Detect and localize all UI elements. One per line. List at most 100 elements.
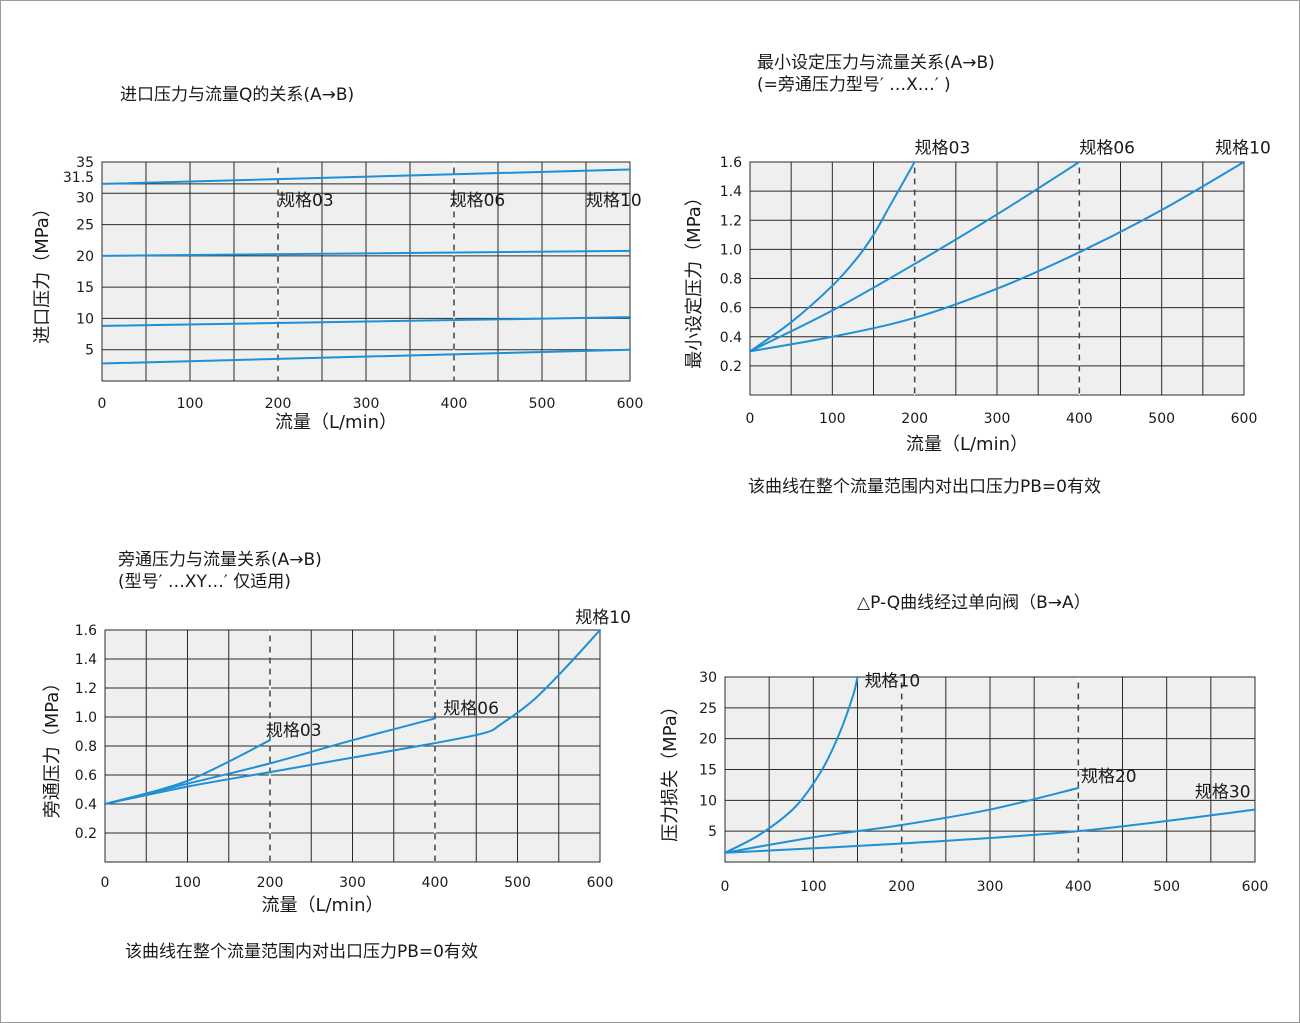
- series-label: 规格06: [450, 191, 506, 211]
- chart-c4: △P-Q曲线经过单向阀（B→A） 0 100 200 300 400 500 600 5 10 15…: [660, 593, 1268, 895]
- series-line-3: [104, 629, 601, 805]
- x-axis-label: 流量（L/min）: [906, 434, 1028, 455]
- y-tick-label: 0.4: [75, 797, 97, 813]
- series-label: 规格03: [266, 721, 322, 741]
- y-tick-label: 35: [76, 155, 94, 171]
- x-axis-label: 流量（L/min）: [261, 895, 383, 916]
- x-tick-label: 400: [1066, 411, 1093, 427]
- x-tick-label: 0: [721, 879, 730, 895]
- chart-title: (型号′ …XY…′ 仅适用): [118, 572, 291, 592]
- series-line-1: [724, 676, 859, 854]
- chart-c3: 旁通压力与流量关系(A→B)(型号′ …XY…′ 仅适用) 0 100 200 300 4…: [42, 550, 631, 962]
- x-tick-label: 100: [174, 875, 201, 891]
- y-tick-label: 31.5: [63, 170, 94, 186]
- x-tick-label: 100: [819, 411, 846, 427]
- x-tick-label: 0: [98, 396, 107, 412]
- x-tick-label: 300: [977, 879, 1004, 895]
- series-line-2: [104, 717, 436, 805]
- x-tick-label: 600: [1231, 411, 1258, 427]
- y-tick-label: 1.2: [75, 681, 97, 697]
- x-tick-label: 300: [339, 875, 366, 891]
- chart-c2: 最小设定压力与流量关系(A→B)(=旁通压力型号′ …X…′ ) 0 100 200 3…: [684, 53, 1271, 497]
- y-axis-label: 进口压力（MPa）: [32, 199, 53, 344]
- y-tick-label: 15: [699, 763, 717, 779]
- x-tick-label: 200: [901, 411, 928, 427]
- y-tick-label: 0.6: [75, 768, 97, 784]
- x-tick-label: 500: [529, 396, 556, 412]
- x-tick-label: 200: [265, 396, 292, 412]
- y-tick-label: 15: [76, 280, 94, 296]
- y-tick-label: 10: [699, 793, 717, 809]
- series-line-1: [101, 348, 631, 365]
- y-tick-label: 30: [699, 670, 717, 686]
- series-label: 规格10: [586, 191, 642, 211]
- series-line-1: [749, 161, 916, 353]
- chart-note: 该曲线在整个流量范围内对出口压力PB=0有效: [125, 942, 478, 962]
- series-line-2: [101, 316, 631, 327]
- y-tick-label: 30: [76, 190, 94, 206]
- series-line-4: [101, 168, 631, 185]
- x-tick-label: 400: [1065, 879, 1092, 895]
- x-tick-label: 200: [888, 879, 915, 895]
- series-label: 规格20: [1081, 767, 1137, 787]
- chart-c1: 进口压力与流量Q的关系(A→B) 0 100 200 300 400 500 600 5 10 15…: [32, 85, 643, 433]
- y-tick-label: 1.0: [720, 242, 742, 258]
- series-label: 规格06: [443, 699, 499, 719]
- y-tick-label: 20: [76, 249, 94, 265]
- series-label: 规格10: [1215, 138, 1271, 158]
- y-tick-label: 1.2: [720, 213, 742, 229]
- x-tick-label: 0: [101, 875, 110, 891]
- x-tick-label: 200: [257, 875, 284, 891]
- x-tick-label: 500: [1148, 411, 1175, 427]
- series-line-3: [101, 249, 631, 257]
- series-label: 规格10: [575, 608, 631, 628]
- y-tick-label: 0.6: [720, 301, 742, 317]
- y-axis-label: 旁通压力（MPa）: [42, 674, 63, 819]
- series-label: 规格03: [278, 191, 334, 211]
- series-line-3: [749, 161, 1245, 353]
- y-tick-label: 0.8: [720, 272, 742, 288]
- x-tick-label: 600: [617, 396, 644, 412]
- x-axis-label: 流量（L/min）: [275, 412, 397, 433]
- x-tick-label: 600: [587, 875, 614, 891]
- y-axis-label: 最小设定压力（MPa）: [684, 188, 705, 369]
- chart-note: 该曲线在整个流量范围内对出口压力PB=0有效: [748, 477, 1101, 497]
- y-tick-label: 1.4: [720, 184, 742, 200]
- chart-title: 旁通压力与流量关系(A→B): [118, 550, 322, 570]
- y-tick-label: 1.0: [75, 710, 97, 726]
- y-tick-label: 0.2: [75, 826, 97, 842]
- chart-title: 最小设定压力与流量关系(A→B): [757, 53, 995, 73]
- x-tick-label: 100: [177, 396, 204, 412]
- x-tick-label: 600: [1242, 879, 1269, 895]
- y-tick-label: 0.2: [720, 359, 742, 375]
- series-label: 规格03: [915, 138, 971, 158]
- series-line-2: [749, 161, 1081, 353]
- y-tick-label: 25: [699, 701, 717, 717]
- x-tick-label: 400: [422, 875, 449, 891]
- y-tick-label: 0.4: [720, 330, 742, 346]
- y-tick-label: 25: [76, 218, 94, 234]
- y-axis-label: 压力损失（MPa）: [660, 697, 681, 842]
- y-tick-label: 1.6: [75, 623, 97, 639]
- x-tick-label: 500: [1153, 879, 1180, 895]
- y-tick-label: 20: [699, 732, 717, 748]
- chart-title: △P-Q曲线经过单向阀（B→A）: [857, 593, 1091, 613]
- x-tick-label: 300: [984, 411, 1011, 427]
- series-line-3: [724, 808, 1256, 854]
- y-tick-label: 0.8: [75, 739, 97, 755]
- x-tick-label: 500: [504, 875, 531, 891]
- y-tick-label: 5: [85, 343, 94, 359]
- chart-title: 进口压力与流量Q的关系(A→B): [120, 85, 354, 105]
- series-label: 规格06: [1079, 138, 1135, 158]
- x-tick-label: 100: [800, 879, 827, 895]
- x-tick-label: 400: [441, 396, 468, 412]
- x-tick-label: 300: [353, 396, 380, 412]
- y-tick-label: 5: [708, 824, 717, 840]
- y-tick-label: 1.6: [720, 155, 742, 171]
- series-label: 规格30: [1195, 782, 1251, 802]
- x-tick-label: 0: [746, 411, 755, 427]
- y-tick-label: 1.4: [75, 652, 97, 668]
- series-line-2: [724, 787, 1080, 854]
- series-label: 规格10: [865, 671, 921, 691]
